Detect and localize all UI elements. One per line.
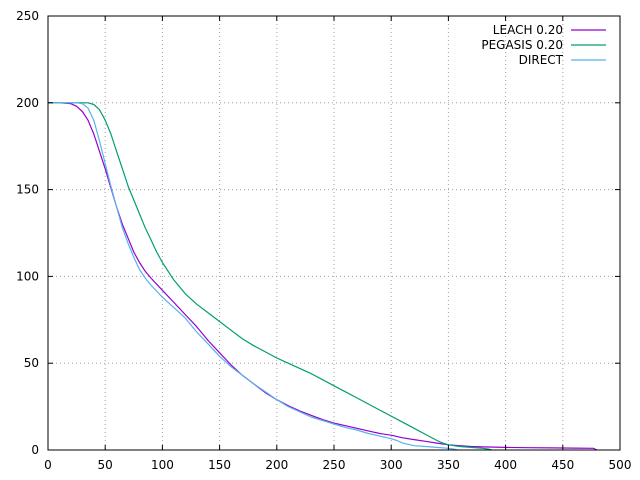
grid-lines bbox=[48, 16, 620, 450]
y-tick-label: 50 bbox=[24, 356, 39, 370]
x-tick-label: 300 bbox=[380, 458, 403, 472]
legend-label: DIRECT bbox=[519, 53, 564, 67]
x-tick-label: 250 bbox=[323, 458, 346, 472]
x-tick-label: 500 bbox=[609, 458, 632, 472]
y-tick-label: 100 bbox=[16, 269, 39, 283]
series-line-leach-0-20 bbox=[48, 102, 598, 451]
y-tick-label: 150 bbox=[16, 183, 39, 197]
x-tick-label: 200 bbox=[265, 458, 288, 472]
x-tick-label: 350 bbox=[437, 458, 460, 472]
y-tick-label: 0 bbox=[31, 443, 39, 457]
axis-ticks: 0 50 100 150 200 250 300 350 400 450 500 0 50 100 150 2… bbox=[16, 9, 631, 472]
series-line-pegasis-0-20 bbox=[48, 102, 493, 451]
x-tick-label: 0 bbox=[44, 458, 52, 472]
legend-label: PEGASIS 0.20 bbox=[481, 38, 563, 52]
y-tick-label: 250 bbox=[16, 9, 39, 23]
x-tick-label: 400 bbox=[494, 458, 517, 472]
legend-label: LEACH 0.20 bbox=[493, 23, 563, 37]
y-tick-label: 200 bbox=[16, 96, 39, 110]
x-tick-label: 150 bbox=[208, 458, 231, 472]
x-tick-label: 100 bbox=[151, 458, 174, 472]
series-lines bbox=[48, 102, 598, 451]
x-tick-label: 450 bbox=[551, 458, 574, 472]
x-tick-label: 50 bbox=[98, 458, 113, 472]
series-line-direct bbox=[48, 102, 458, 451]
